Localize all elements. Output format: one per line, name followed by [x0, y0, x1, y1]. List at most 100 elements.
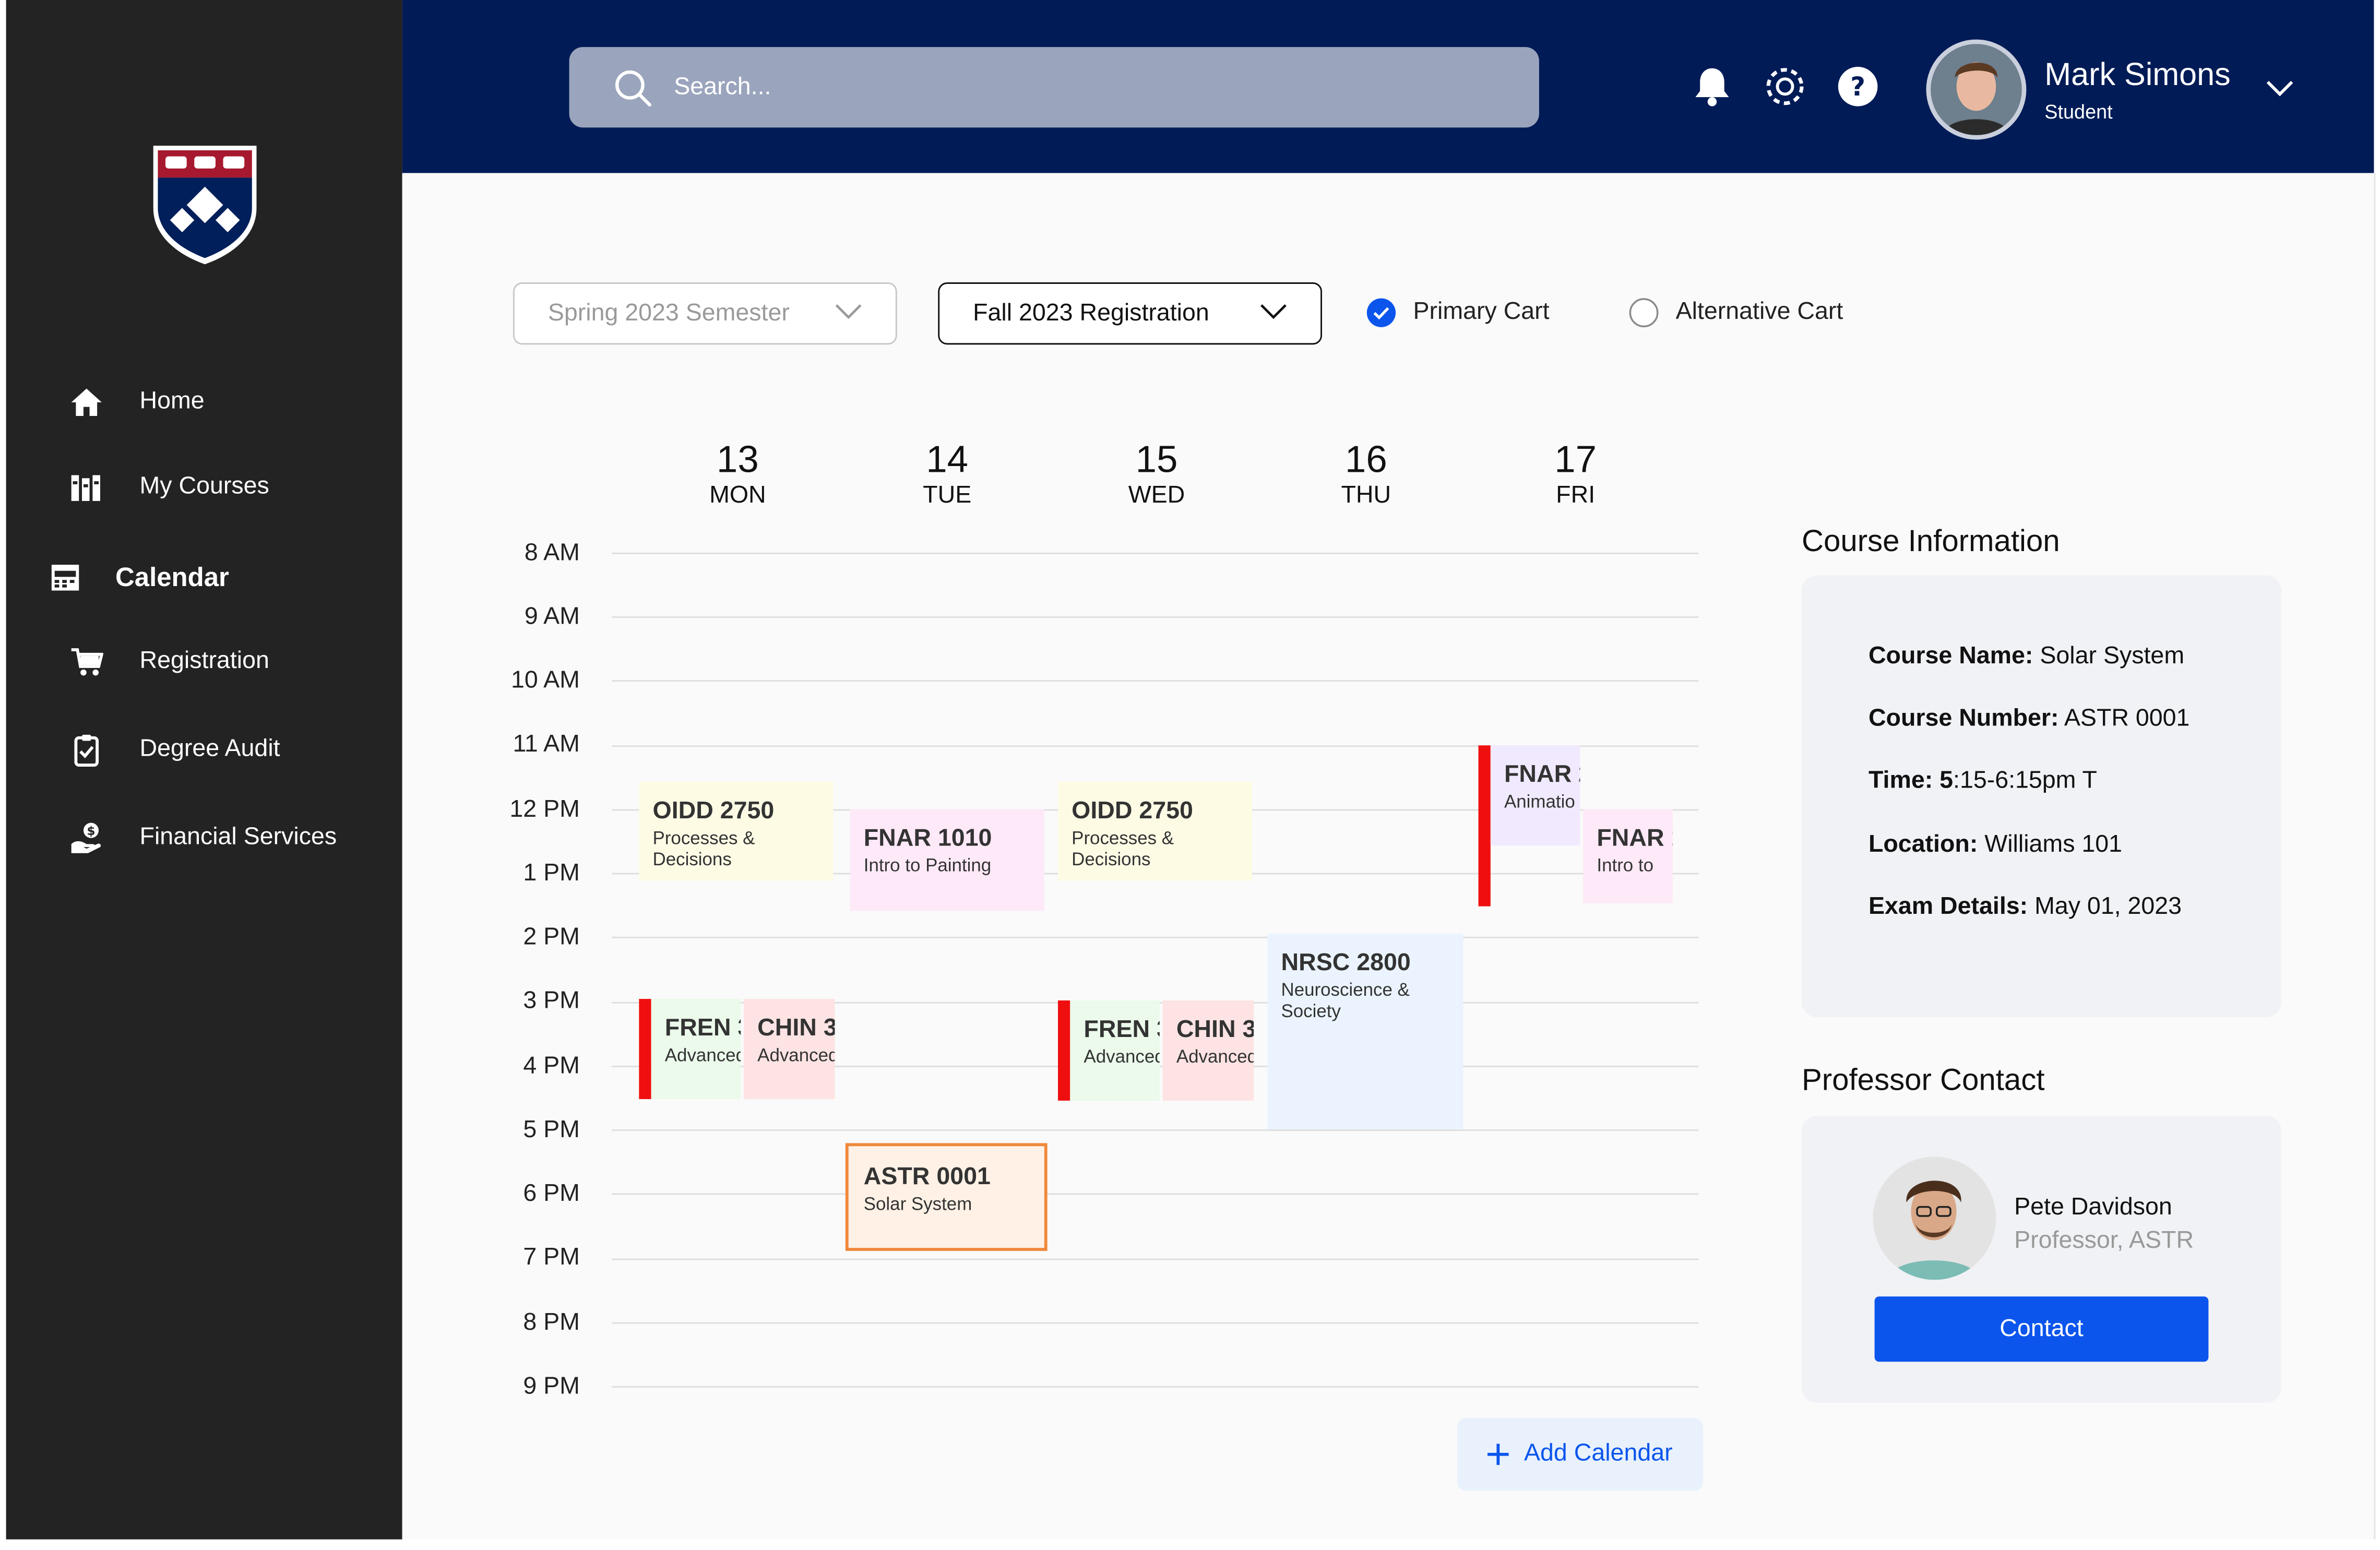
sidebar-item-home[interactable]: Home — [70, 386, 205, 419]
event-name: Advanced — [1176, 1046, 1254, 1067]
sidebar-item-my-courses[interactable]: My Courses — [70, 471, 269, 504]
radio-unchecked-icon — [1628, 297, 1659, 328]
search-placeholder: Search... — [674, 74, 771, 100]
day-number: 13 — [716, 438, 759, 482]
calendar-event[interactable]: OIDD 2750 Processes & Decisions — [639, 782, 834, 881]
calendar-event-selected[interactable]: ASTR 0001 Solar System — [845, 1143, 1048, 1251]
hour-label: 9 AM — [524, 604, 580, 630]
search-icon — [613, 67, 653, 107]
calendar-event[interactable]: FNAR 1010 Intro to Painting — [850, 809, 1044, 911]
event-name: Advanced — [757, 1044, 835, 1066]
calendar-event[interactable]: NRSC 2800 Neuroscience & Society — [1267, 933, 1463, 1130]
sidebar-item-label: Calendar — [115, 561, 229, 592]
alternative-cart-radio[interactable]: Alternative Cart — [1628, 297, 1843, 328]
event-code: NRSC 2800 — [1281, 950, 1411, 976]
sidebar-item-degree-audit[interactable]: Degree Audit — [70, 733, 280, 767]
hour-gridline — [611, 936, 1699, 938]
user-role: Student — [2044, 100, 2113, 123]
event-name: Intro to — [1597, 854, 1654, 876]
info-value: Williams 101 — [1984, 832, 2123, 858]
calendar-event[interactable]: FREN 3 Advanced — [1070, 1000, 1160, 1101]
event-code: OIDD 2750 — [652, 798, 775, 825]
plus-icon — [1487, 1444, 1509, 1465]
hour-label: 5 PM — [523, 1117, 580, 1143]
sidebar-item-label: My Courses — [139, 473, 269, 500]
contact-button[interactable]: Contact — [1874, 1296, 2209, 1362]
sidebar-item-label: Financial Services — [139, 824, 337, 850]
books-icon — [70, 471, 103, 504]
day-number: 16 — [1344, 438, 1387, 482]
sidebar-item-registration[interactable]: Registration — [70, 645, 269, 678]
event-code: FREN 3 — [664, 1016, 741, 1042]
day-number: 15 — [1135, 438, 1178, 482]
day-number: 17 — [1554, 438, 1597, 482]
calendar-event[interactable]: FNAR 2 Animatio — [1490, 745, 1580, 846]
day-name: TUE — [923, 483, 972, 509]
info-label: Time: 5 — [1868, 768, 1954, 794]
day-header-mon: 13 MON — [677, 439, 799, 512]
event-code: OIDD 2750 — [1072, 798, 1193, 825]
chevron-down-icon[interactable] — [2265, 76, 2295, 108]
svg-text:?: ? — [1850, 71, 1865, 102]
hour-gridline — [611, 1193, 1699, 1195]
conflict-indicator — [1057, 1000, 1070, 1101]
hour-label: 6 PM — [523, 1181, 580, 1207]
search-input[interactable]: Search... — [569, 47, 1539, 128]
info-value: :15-6:15pm T — [1953, 768, 2097, 794]
calendar-event[interactable]: FREN 3 Advanced — [651, 999, 741, 1100]
svg-text:$: $ — [87, 824, 95, 838]
day-name: THU — [1341, 483, 1391, 509]
info-label: Course Name: — [1868, 643, 2033, 670]
professor-avatar — [1873, 1156, 1996, 1280]
registration-select[interactable]: Fall 2023 Registration — [938, 282, 1323, 345]
hour-gridline — [611, 1129, 1699, 1131]
sidebar-item-label: Degree Audit — [139, 736, 280, 762]
primary-cart-label: Primary Cart — [1413, 299, 1550, 325]
semester-select-value: Spring 2023 Semester — [548, 300, 790, 326]
primary-cart-radio[interactable]: Primary Cart — [1366, 297, 1550, 328]
professor-role: Professor, ASTR — [2014, 1228, 2194, 1254]
bell-icon[interactable] — [1693, 65, 1732, 115]
hour-label: 4 PM — [523, 1053, 580, 1080]
day-header-thu: 16 THU — [1305, 439, 1427, 512]
calendar-event[interactable]: CHIN 3 Advanced — [1162, 1000, 1254, 1101]
day-header-fri: 17 FRI — [1515, 439, 1636, 512]
info-label: Course Number: — [1868, 706, 2059, 732]
event-code: FNAR 2 — [1504, 762, 1580, 788]
radio-checked-icon — [1366, 297, 1396, 328]
course-location-row: Location: Williams 101 — [1869, 832, 2122, 859]
event-code: FNAR 1 — [1597, 826, 1672, 852]
help-icon[interactable]: ? — [1837, 65, 1879, 115]
professor-name: Pete Davidson — [2014, 1195, 2172, 1221]
add-calendar-button[interactable]: Add Calendar — [1457, 1417, 1703, 1491]
hour-gridline — [611, 680, 1699, 682]
hour-gridline — [611, 1258, 1699, 1260]
avatar[interactable] — [1926, 39, 2027, 140]
event-code: ASTR 0001 — [863, 1164, 991, 1190]
event-name: Advanced — [664, 1044, 741, 1066]
course-exam-row: Exam Details: May 01, 2023 — [1869, 894, 2182, 921]
sidebar-item-label: Registration — [139, 648, 269, 674]
settings-icon[interactable] — [1764, 65, 1806, 115]
semester-select[interactable]: Spring 2023 Semester — [513, 282, 897, 345]
info-value: Solar System — [2040, 643, 2185, 670]
hour-label: 7 PM — [523, 1245, 580, 1271]
day-name: WED — [1128, 483, 1185, 509]
day-name: MON — [709, 483, 766, 509]
event-name: Processes & Decisions — [1072, 827, 1174, 870]
event-code: CHIN 3 — [1176, 1017, 1254, 1043]
calendar-event[interactable]: FNAR 1 Intro to — [1583, 809, 1673, 903]
professor-contact-title: Professor Contact — [1801, 1064, 2045, 1098]
sidebar-item-financial-services[interactable]: $ Financial Services — [70, 821, 337, 855]
event-name: Neuroscience & Society — [1281, 979, 1410, 1022]
hour-gridline — [611, 616, 1699, 618]
clipboard-check-icon — [70, 733, 103, 767]
calendar-event[interactable]: OIDD 2750 Processes & Decisions — [1057, 782, 1253, 881]
calendar-event[interactable]: CHIN 3 Advanced — [743, 999, 835, 1100]
user-name: Mark Simons — [2044, 57, 2231, 93]
course-info-panel — [1801, 575, 2281, 1017]
sidebar-item-label: Home — [139, 388, 205, 415]
conflict-indicator — [639, 999, 651, 1100]
sidebar-item-calendar[interactable]: Calendar — [49, 560, 229, 593]
event-name: Intro to Painting — [863, 854, 992, 876]
